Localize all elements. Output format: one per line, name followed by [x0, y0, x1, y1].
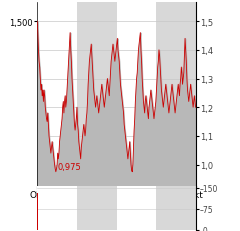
Bar [117, 3, 156, 186]
Bar [77, 186, 117, 230]
Bar [37, 193, 38, 230]
Bar [156, 3, 196, 186]
Bar [37, 186, 77, 230]
Bar [37, 3, 77, 186]
Bar [156, 186, 196, 230]
Bar [117, 186, 156, 230]
Bar [77, 3, 117, 186]
Text: 0,975: 0,975 [58, 163, 81, 172]
